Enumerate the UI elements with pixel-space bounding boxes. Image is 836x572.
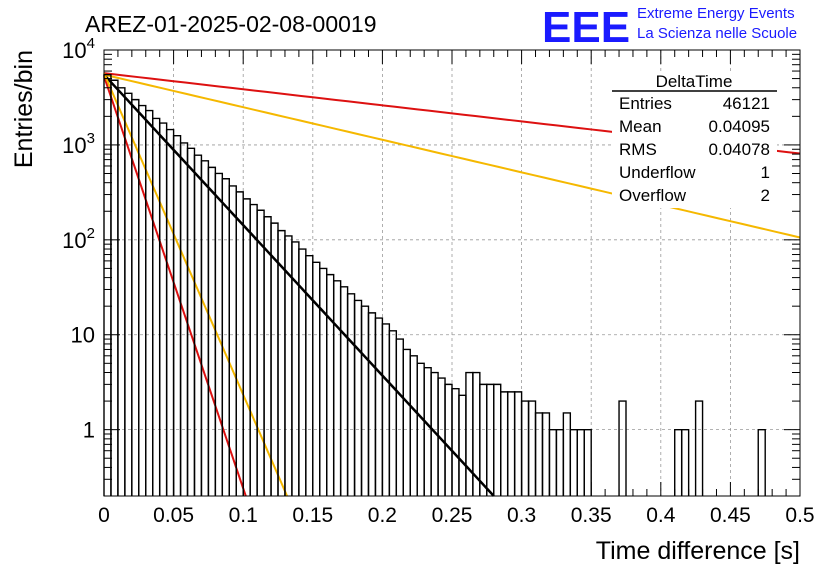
histogram-bar <box>500 391 509 496</box>
histogram-bar <box>256 209 265 496</box>
histogram-bar <box>395 338 404 496</box>
x-tick-label: 0.4 <box>646 504 676 527</box>
x-tick-label: 0.5 <box>785 504 814 527</box>
stats-row-label: RMS <box>619 140 657 159</box>
x-tick-label: 0.45 <box>710 504 751 527</box>
histogram-bar <box>534 412 544 496</box>
histogram-bar <box>548 428 558 496</box>
fit-curve-2 <box>103 73 801 239</box>
histogram-bar <box>249 203 258 496</box>
histogram-bar <box>158 122 168 496</box>
y-tick-label: 104 <box>62 35 95 63</box>
histogram-bar <box>152 117 161 496</box>
histogram-bar <box>381 323 391 496</box>
histogram-bar <box>235 191 244 496</box>
histogram-bar <box>409 355 418 496</box>
y-tick-label: 102 <box>62 225 95 253</box>
histogram-bar <box>346 293 356 496</box>
stats-row-label: Overflow <box>619 186 687 205</box>
stats-row-value: 46121 <box>723 94 770 113</box>
x-tick-label: 0.15 <box>292 504 333 527</box>
stats-row-label: Underflow <box>619 163 696 182</box>
y-tick-label: 10 <box>71 323 95 348</box>
histogram-bar <box>110 79 119 496</box>
histogram-bar <box>576 428 585 496</box>
histogram-bar <box>186 147 196 496</box>
histogram-bar <box>200 160 210 496</box>
run-title: AREZ-01-2025-02-08-00019 <box>85 11 377 37</box>
histogram-bar <box>569 428 578 496</box>
histogram-bar <box>479 383 488 496</box>
stats-row-value: 2 <box>761 186 770 205</box>
stats-row-label: Entries <box>619 94 672 113</box>
stats-box: DeltaTime Entries 46121 Mean 0.04095 RMS 0.04… <box>612 72 777 208</box>
stats-row-label: Mean <box>619 117 662 136</box>
logo-line-1: Extreme Energy Events <box>637 5 795 22</box>
histogram-bar <box>374 317 384 496</box>
histogram-bar <box>319 267 328 496</box>
histogram-bar <box>583 428 592 496</box>
x-tick-label: 0.25 <box>432 504 473 527</box>
logo-line-2: La Scienza nelle Scuole <box>637 25 797 42</box>
stats-row-value: 0.04078 <box>709 140 770 159</box>
stats-box-background <box>612 74 777 208</box>
histogram-bar <box>270 222 279 496</box>
histogram-bar <box>305 255 314 496</box>
histogram-bar <box>221 178 230 496</box>
x-axis-ticks: 0 0.05 0.1 0.15 0.2 0.25 0.3 0.35 0.4 0.45 0.5 <box>98 50 815 527</box>
y-axis-ticks: 1 10 102 103 104 <box>62 35 800 497</box>
x-tick-label: 0.05 <box>153 504 194 527</box>
histogram-bar <box>339 286 349 496</box>
histogram-bar <box>458 394 467 496</box>
histogram-bar <box>242 198 251 496</box>
x-tick-label: 0 <box>98 504 110 527</box>
histogram-bar <box>618 400 627 496</box>
histogram-bar <box>493 383 502 496</box>
x-tick-label: 0.1 <box>229 504 258 527</box>
x-axis-label: Time difference [s] <box>596 537 800 565</box>
histogram-bar <box>367 312 377 496</box>
histogram-bar <box>541 412 551 496</box>
histogram-bar <box>312 261 321 496</box>
histogram-bar <box>402 348 411 496</box>
stats-row-value: 1 <box>761 163 770 182</box>
histogram-bar <box>332 280 342 496</box>
histogram-bar <box>674 428 683 496</box>
x-tick-label: 0.3 <box>507 504 536 527</box>
histogram-bar <box>562 412 572 496</box>
histogram-bar <box>527 400 537 496</box>
histogram-bar <box>193 154 203 496</box>
histogram-bar <box>506 391 516 496</box>
stats-row-value: 0.04095 <box>709 117 770 136</box>
histogram-bar <box>145 109 154 496</box>
histogram-bar <box>451 388 460 496</box>
y-tick-label: 103 <box>62 130 95 158</box>
eee-logo-text: EEE <box>542 3 630 52</box>
histogram-bar <box>103 73 112 496</box>
histogram-bar <box>207 166 217 496</box>
histogram-bar <box>555 428 565 496</box>
x-tick-label: 0.35 <box>571 504 612 527</box>
histogram-bar <box>694 400 704 496</box>
y-axis-label: Entries/bin <box>10 50 38 168</box>
x-tick-label: 0.2 <box>368 504 397 527</box>
histogram-bar <box>353 299 363 496</box>
histogram-bar <box>680 428 690 496</box>
histogram-bar <box>165 128 175 496</box>
histogram-bar <box>757 428 766 496</box>
histogram-bar <box>117 87 126 496</box>
histogram-bar <box>444 383 453 496</box>
histogram-bar <box>465 371 474 496</box>
histogram-bar <box>423 366 432 496</box>
y-tick-label: 1 <box>83 418 95 443</box>
histogram-bar <box>326 273 335 496</box>
histogram-bar <box>388 330 398 496</box>
histogram-bar <box>172 135 182 496</box>
stats-box-title: DeltaTime <box>656 72 733 91</box>
histogram-bar <box>486 383 495 496</box>
histogram-bar <box>520 400 530 496</box>
histogram-bar <box>513 391 523 496</box>
